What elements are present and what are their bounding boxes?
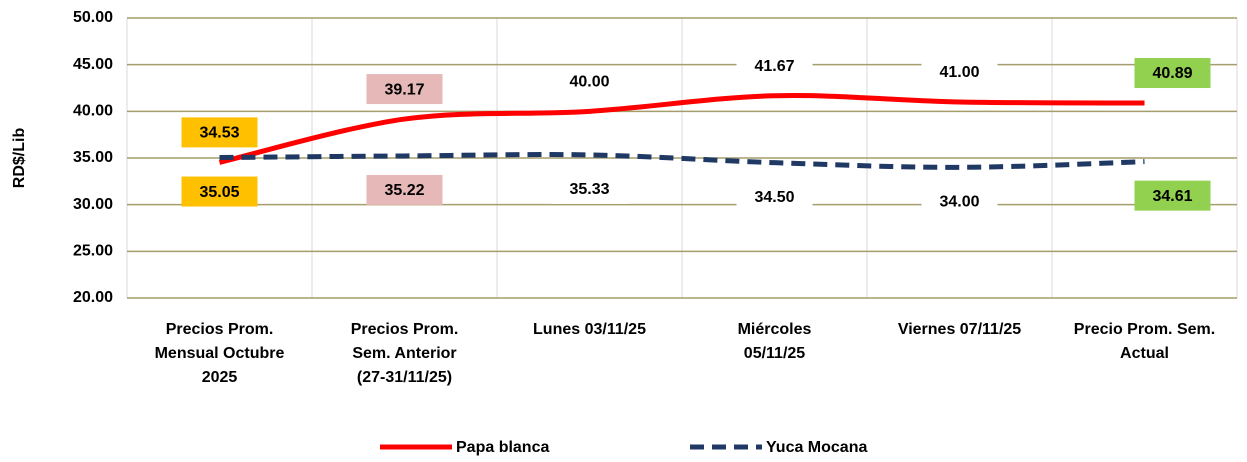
data-label: 35.22 bbox=[384, 182, 424, 199]
data-label-box bbox=[551, 66, 628, 97]
y-tick-label: 20.00 bbox=[73, 289, 113, 306]
x-tick-label: Precios Prom. Sem. Anterior (27-31/11/25… bbox=[350, 321, 459, 386]
data-label: 34.53 bbox=[199, 125, 239, 142]
data-label-box bbox=[921, 57, 998, 87]
data-label-box bbox=[1134, 180, 1211, 211]
data-label-box bbox=[921, 186, 998, 217]
y-tick-label: 30.00 bbox=[73, 196, 113, 213]
data-label-box bbox=[736, 50, 813, 81]
legend-label: Yuca Mocana bbox=[766, 439, 867, 456]
data-label: 39.17 bbox=[384, 81, 424, 98]
x-tick-label: Miércoles 05/11/25 bbox=[737, 321, 812, 362]
y-tick-label: 25.00 bbox=[73, 243, 113, 260]
data-label: 40.00 bbox=[569, 74, 609, 91]
y-axis-title: RD$/Lib bbox=[11, 128, 28, 189]
x-tick-label: Precios Prom. Mensual Octubre 2025 bbox=[154, 321, 285, 386]
data-label: 34.50 bbox=[754, 189, 794, 206]
data-label: 41.00 bbox=[939, 64, 979, 81]
data-label: 40.89 bbox=[1152, 65, 1192, 82]
data-label: 34.00 bbox=[939, 194, 979, 211]
y-tick-label: 40.00 bbox=[73, 103, 113, 120]
legend-label: Papa blanca bbox=[456, 439, 549, 456]
x-tick-label: Lunes 03/11/25 bbox=[533, 321, 646, 338]
data-label-box bbox=[1134, 58, 1211, 89]
x-tick-label: Viernes 07/11/25 bbox=[897, 321, 1022, 338]
data-label-box bbox=[736, 181, 813, 212]
y-tick-label: 45.00 bbox=[73, 56, 113, 73]
series-line bbox=[218, 93, 1145, 165]
data-label: 34.61 bbox=[1152, 188, 1192, 205]
data-label: 35.05 bbox=[199, 184, 239, 201]
y-tick-label: 50.00 bbox=[73, 9, 113, 26]
data-label-box bbox=[181, 117, 258, 148]
y-tick-label: 35.00 bbox=[73, 149, 113, 166]
data-label-box bbox=[366, 74, 443, 105]
x-tick-label: Precio Prom. Sem. Actual bbox=[1073, 321, 1216, 362]
data-label-box bbox=[551, 173, 628, 204]
series-line bbox=[219, 152, 1145, 170]
data-label-box bbox=[181, 176, 258, 207]
data-label: 41.67 bbox=[754, 58, 794, 75]
data-label-box bbox=[366, 174, 443, 205]
data-label: 35.33 bbox=[569, 181, 609, 198]
